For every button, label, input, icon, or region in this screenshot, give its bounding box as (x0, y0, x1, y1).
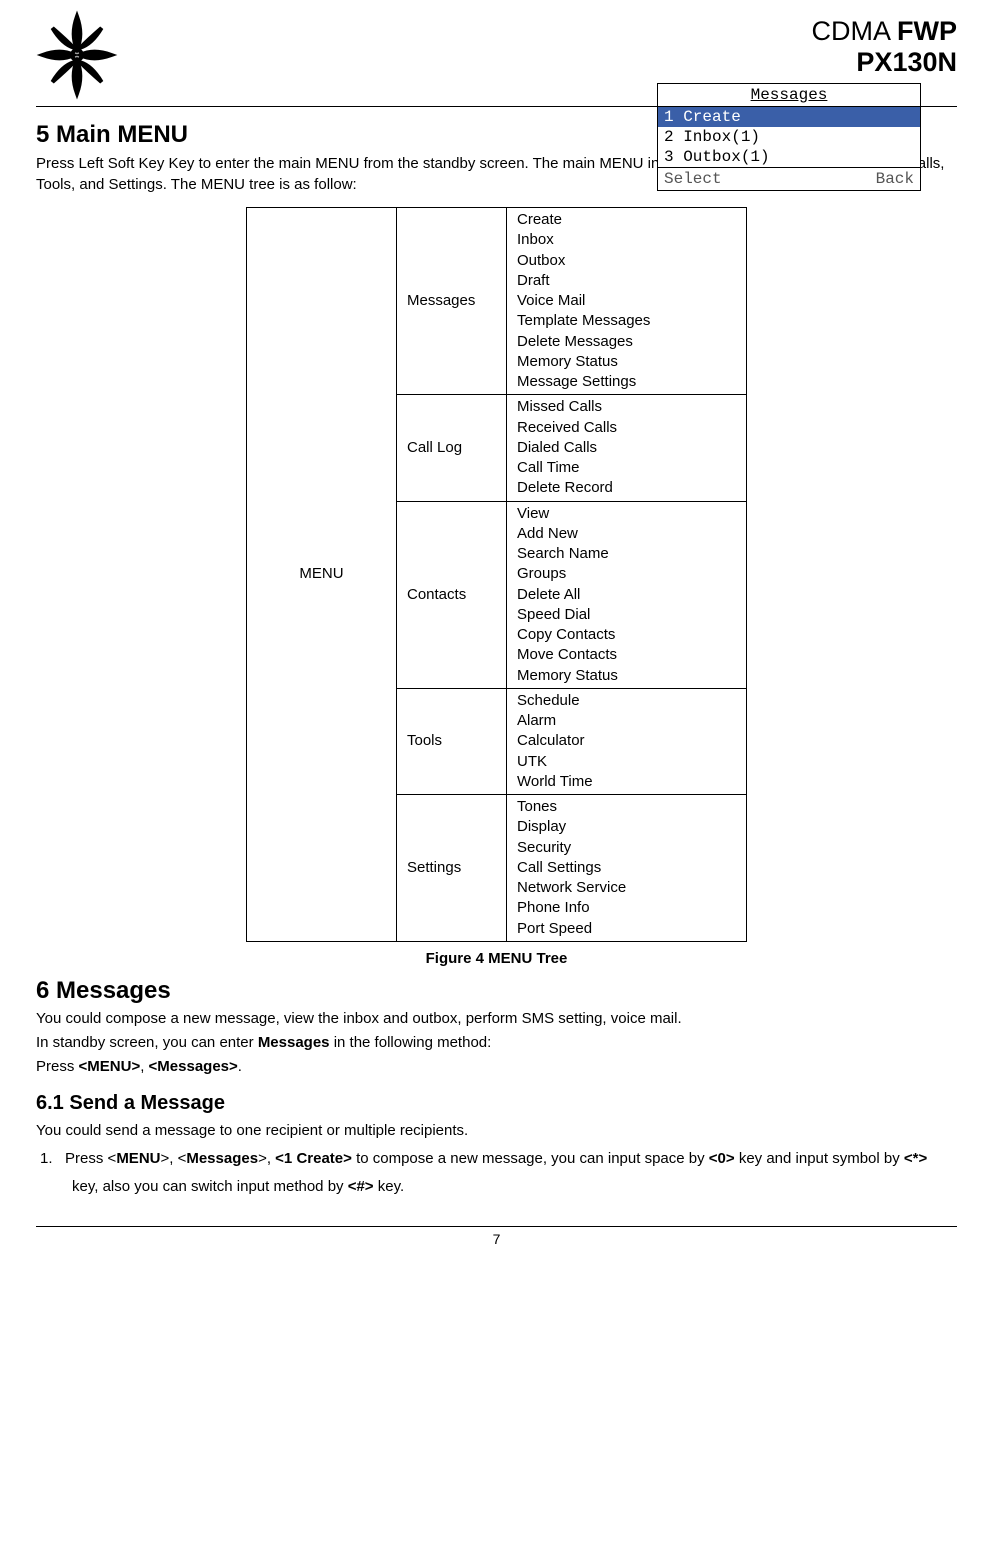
menu-items-cell: ViewAdd NewSearch NameGroupsDelete AllSp… (507, 501, 747, 688)
section6-p3: Press <MENU>, <Messages>. (36, 1057, 957, 1077)
menu-category-cell: Tools (397, 688, 507, 794)
phone-screen-messages: Messages 1 Create2 Inbox(1)3 Outbox(1) S… (657, 83, 921, 191)
menu-tree-table: MENUMessagesCreateInboxOutboxDraftVoice … (246, 207, 747, 942)
section6-p1: You could compose a new message, view th… (36, 1009, 957, 1029)
title-line1-prefix: CDMA (811, 16, 897, 46)
asterisk-logo-icon (36, 10, 118, 100)
menu-category-cell: Settings (397, 795, 507, 942)
menu-category-cell: Call Log (397, 395, 507, 501)
section6-heading: 6 Messages (36, 977, 957, 1005)
phone-softkey-left: Select (664, 169, 722, 189)
phone-title: Messages (658, 84, 920, 107)
section6-1-p1: You could send a message to one recipien… (36, 1121, 957, 1141)
figure4-caption: Figure 4 MENU Tree (36, 950, 957, 967)
section6-p2: In standby screen, you can enter Message… (36, 1033, 957, 1053)
menu-items-cell: Missed CallsReceived CallsDialed CallsCa… (507, 395, 747, 501)
section6-1-heading: 6.1 Send a Message (36, 1092, 957, 1115)
menu-items-cell: TonesDisplaySecurityCall SettingsNetwork… (507, 795, 747, 942)
document-title: CDMA FWP PX130N (811, 16, 957, 78)
title-line1-bold: FWP (897, 16, 957, 46)
page-number: 7 (493, 1231, 501, 1247)
menu-items-cell: CreateInboxOutboxDraftVoice MailTemplate… (507, 208, 747, 395)
phone-menu-row: 3 Outbox(1) (658, 147, 920, 167)
menu-category-cell: Messages (397, 208, 507, 395)
menu-root-cell: MENU (247, 208, 397, 942)
title-line2: PX130N (811, 47, 957, 78)
menu-items-cell: ScheduleAlarmCalculatorUTKWorld Time (507, 688, 747, 794)
section6-1-steps: 1. Press <MENU>, <Messages>, <1 Create> … (36, 1145, 957, 1202)
menu-category-cell: Contacts (397, 501, 507, 688)
phone-menu-row: 2 Inbox(1) (658, 127, 920, 147)
phone-menu-row: 1 Create (658, 107, 920, 127)
brand-logo (36, 10, 118, 100)
phone-softkey-right: Back (876, 169, 914, 189)
page-footer: 7 (36, 1226, 957, 1247)
section6-1-step1: 1. Press <MENU>, <Messages>, <1 Create> … (36, 1145, 957, 1202)
